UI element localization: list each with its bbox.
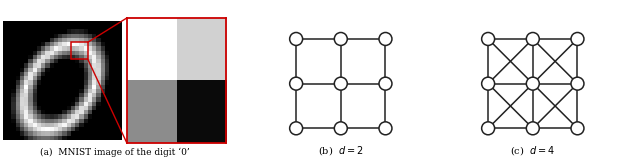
Bar [71, 42, 88, 59]
Circle shape [290, 122, 303, 135]
Circle shape [290, 32, 303, 45]
Circle shape [379, 77, 392, 90]
Circle shape [482, 77, 495, 90]
Circle shape [482, 122, 495, 135]
Circle shape [482, 32, 495, 45]
Circle shape [379, 32, 392, 45]
Circle shape [526, 32, 540, 45]
Circle shape [334, 77, 348, 90]
Circle shape [571, 77, 584, 90]
Text: (a)  MNIST image of the digit ‘0’: (a) MNIST image of the digit ‘0’ [40, 148, 189, 157]
Text: (c)  $d = 4$: (c) $d = 4$ [510, 144, 556, 157]
Circle shape [526, 77, 540, 90]
Circle shape [526, 122, 540, 135]
Circle shape [571, 32, 584, 45]
Text: (b)  $d = 2$: (b) $d = 2$ [318, 144, 364, 157]
Circle shape [334, 32, 348, 45]
Circle shape [571, 122, 584, 135]
Circle shape [290, 77, 303, 90]
Circle shape [379, 122, 392, 135]
Circle shape [334, 122, 348, 135]
